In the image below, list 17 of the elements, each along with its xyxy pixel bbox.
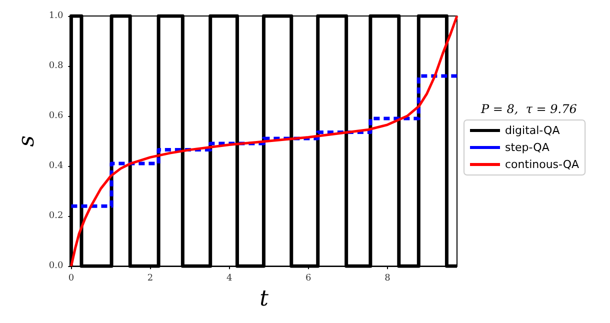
y-tick-label: 0.4 bbox=[48, 161, 64, 172]
legend-title: P = 8, τ = 9.76 bbox=[480, 102, 578, 116]
y-tick-label: 0.8 bbox=[48, 61, 64, 72]
y-tick-label: 0.2 bbox=[48, 211, 64, 222]
legend-label: step-QA bbox=[505, 141, 550, 154]
legend-label: continous-QA bbox=[505, 158, 580, 171]
x-tick-label: 2 bbox=[147, 274, 154, 284]
x-tick-label: 6 bbox=[306, 274, 312, 284]
y-tick-label: 0.6 bbox=[48, 111, 64, 122]
x-axis-title: t bbox=[260, 286, 269, 312]
y-tick-label: 0.0 bbox=[48, 261, 64, 272]
x-tick-label: 8 bbox=[384, 274, 391, 284]
y-axis-title: s bbox=[14, 135, 40, 147]
y-tick-label: 1.0 bbox=[48, 11, 64, 21]
x-tick-label: 0 bbox=[68, 274, 74, 284]
x-tick-label: 4 bbox=[226, 274, 232, 284]
legend-label: digital-QA bbox=[505, 124, 560, 137]
